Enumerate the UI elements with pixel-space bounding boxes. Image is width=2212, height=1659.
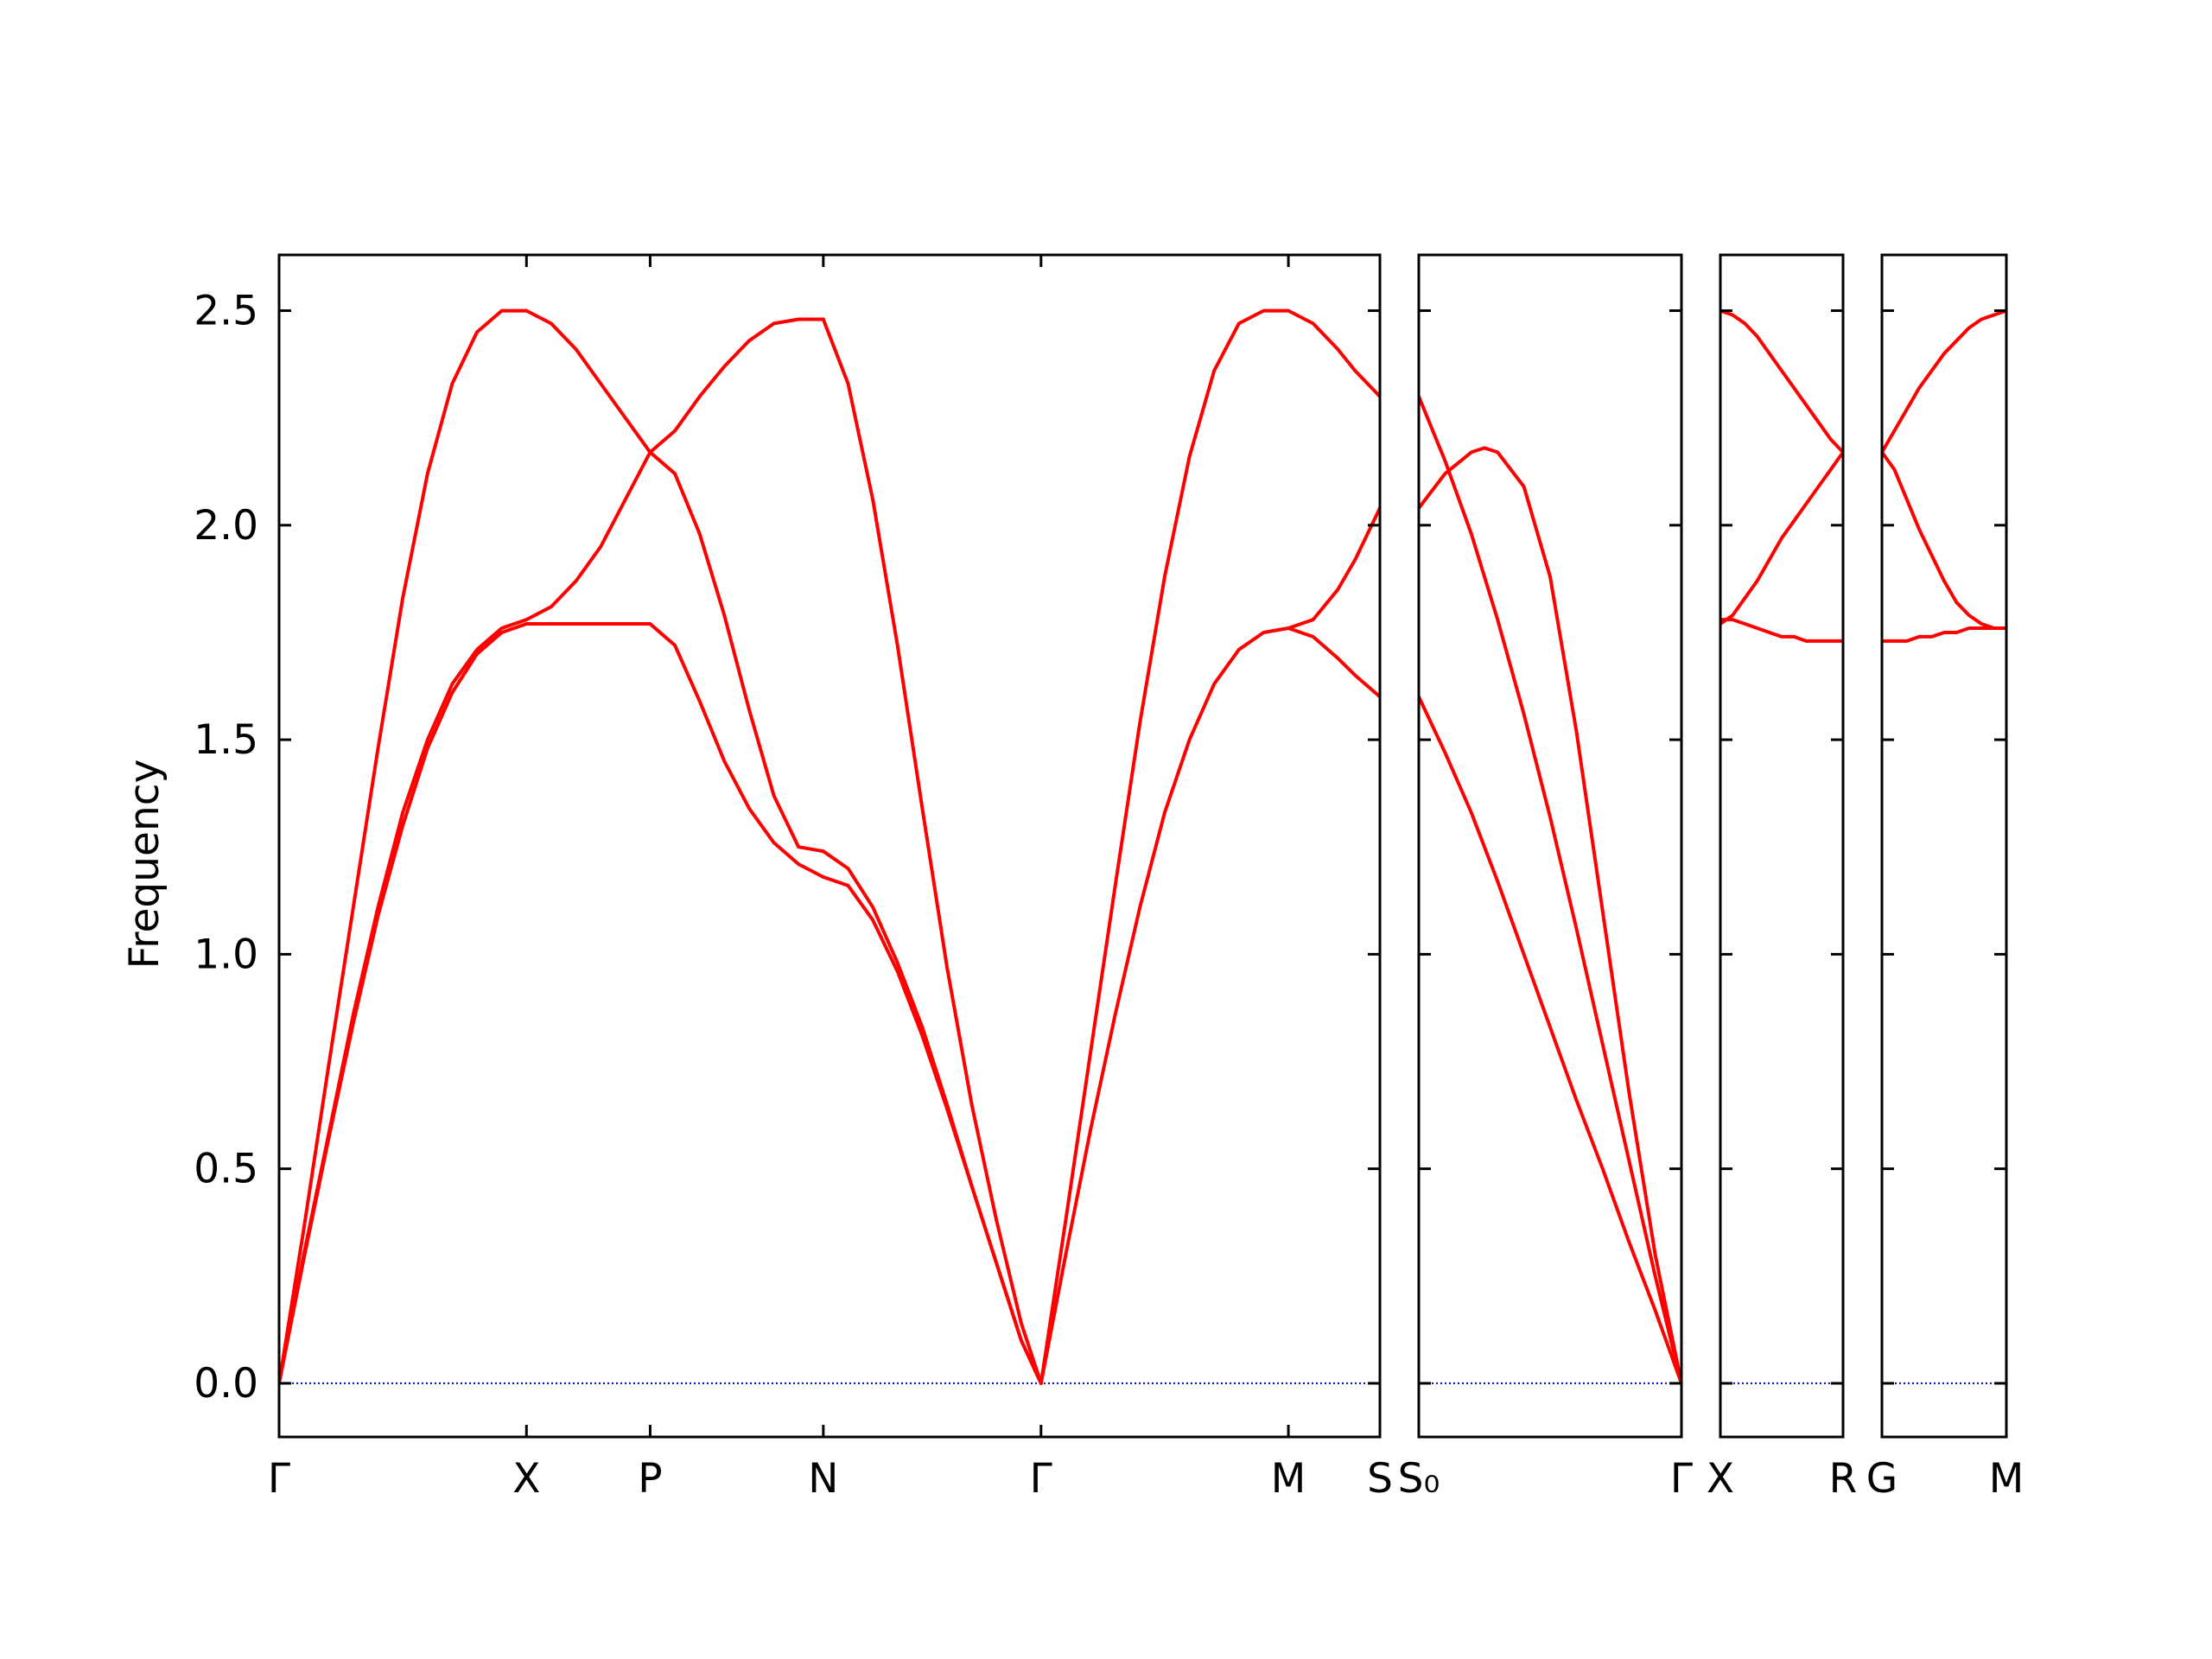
x-tick-label: G <box>1866 1455 1897 1503</box>
band-line <box>1287 506 1380 630</box>
panels: Γ X P N Γ M S S₀ Γ X R G M <box>268 253 2024 1503</box>
band-line <box>1419 394 1681 1385</box>
panel-frame <box>1719 253 1845 1439</box>
bands <box>1882 308 2006 643</box>
band-line <box>648 450 825 854</box>
band-line <box>1882 626 2006 643</box>
band-line <box>1419 446 1681 1385</box>
band-line <box>1039 308 1291 1385</box>
band-line <box>524 308 652 454</box>
y-tick-label: 1.0 <box>194 931 258 978</box>
y-tick-label: 2.0 <box>194 502 258 550</box>
x-tick-label: Γ <box>268 1455 290 1503</box>
panel-frame <box>1880 253 2008 1439</box>
panel-frame <box>277 253 1382 1439</box>
y-tick-labels: 0.0 0.5 1.0 1.5 2.0 2.5 <box>194 288 258 1408</box>
y-tick-label: 0.5 <box>194 1146 258 1193</box>
panel-frame <box>1417 253 1683 1439</box>
band-line <box>821 317 1043 1385</box>
x-tick-label: R <box>1829 1455 1858 1503</box>
band-line <box>1287 626 1380 699</box>
x-tick-label: S₀ <box>1398 1455 1440 1503</box>
y-tick-label: 2.5 <box>194 288 258 335</box>
x-tick-label: P <box>638 1455 662 1503</box>
x-tick-label: X <box>1707 1455 1734 1503</box>
band-line <box>1419 695 1681 1385</box>
band-line <box>1720 308 1843 454</box>
band-line <box>1720 450 1843 626</box>
band-line <box>279 308 529 1385</box>
y-axis-label: Frequency <box>121 760 168 969</box>
band-line <box>821 875 1043 1385</box>
x-tick-label: Γ <box>1030 1455 1052 1503</box>
band-line <box>279 622 529 1385</box>
y-tick-label: 0.0 <box>194 1360 258 1408</box>
bands <box>1720 308 1843 643</box>
bands <box>1419 394 1681 1385</box>
x-tick-label: M <box>1989 1455 2024 1503</box>
x-tick-label: Γ <box>1670 1455 1693 1503</box>
band-line <box>648 317 825 454</box>
panel-2: S₀ Γ <box>1398 253 1693 1503</box>
band-line <box>1039 626 1291 1385</box>
x-tick-label: N <box>808 1455 838 1503</box>
x-tick-label: M <box>1271 1455 1306 1503</box>
x-tick-label: S <box>1367 1455 1393 1503</box>
x-tick-label: X <box>512 1455 540 1503</box>
band-line <box>1720 618 1843 643</box>
bands <box>279 308 1380 1385</box>
band-line <box>1882 308 2006 454</box>
band-line <box>1882 450 2006 630</box>
band-line <box>524 450 652 622</box>
y-tick-label: 1.5 <box>194 716 258 764</box>
band-line <box>1287 308 1380 398</box>
band-line <box>648 622 825 879</box>
